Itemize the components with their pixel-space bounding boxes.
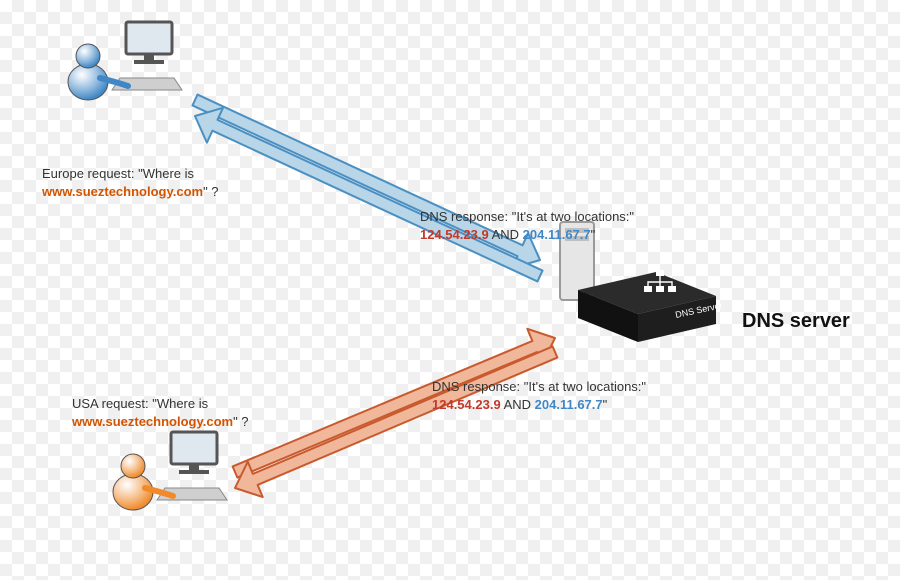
resp-top-tail: ": [591, 227, 596, 242]
resp-top-ip1: 124.54.23.9: [420, 227, 489, 242]
diagram-canvas: DNS Server: [0, 0, 900, 580]
dns-server-title: DNS server: [742, 308, 850, 335]
dns-response-top-label: DNS response: "It's at two locations:" 1…: [420, 208, 634, 243]
resp-bot-line1: DNS response: "It's at two locations:": [432, 379, 646, 394]
usa-url: www.sueztechnology.com: [72, 414, 233, 429]
resp-top-ip2: 204.11.67.7: [523, 227, 591, 242]
europe-request-label: Europe request: "Where is www.sueztechno…: [42, 165, 219, 200]
resp-top-and: AND: [489, 227, 523, 242]
resp-top-line1: DNS response: "It's at two locations:": [420, 209, 634, 224]
resp-bot-ip1: 124.54.23.9: [432, 397, 501, 412]
dns-response-bottom-label: DNS response: "It's at two locations:" 1…: [432, 378, 646, 413]
resp-bot-ip2: 204.11.67.7: [535, 397, 603, 412]
europe-suffix: " ?: [203, 184, 218, 199]
europe-url: www.sueztechnology.com: [42, 184, 203, 199]
usa-suffix: " ?: [233, 414, 248, 429]
usa-request-label: USA request: "Where is www.sueztechnolog…: [72, 395, 249, 430]
resp-bot-tail: ": [603, 397, 608, 412]
usa-prefix: USA request: "Where is: [72, 396, 208, 411]
europe-prefix: Europe request: "Where is: [42, 166, 194, 181]
resp-bot-and: AND: [501, 397, 535, 412]
